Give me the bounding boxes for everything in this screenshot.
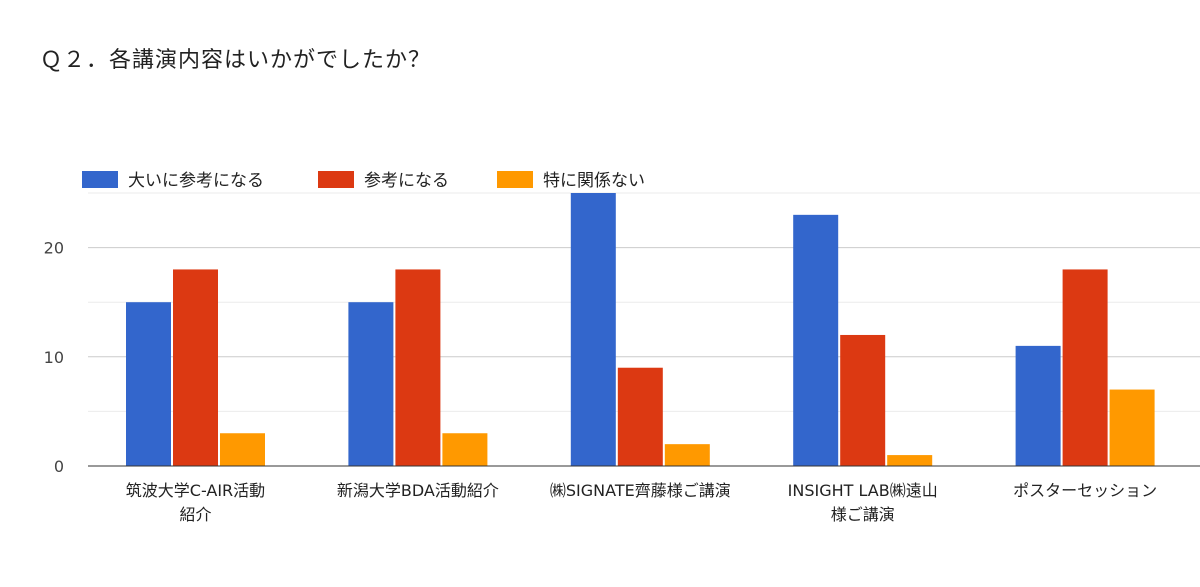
x-category-label-line: 紹介	[179, 505, 211, 524]
bar-2-1[interactable]	[173, 269, 218, 466]
grid-lines	[88, 192, 1200, 412]
x-category-label: 新潟大学BDA活動紹介	[337, 481, 499, 500]
legend: 大いに参考になる 参考になる 特に関係ない	[82, 171, 645, 191]
bar-3-4[interactable]	[887, 455, 933, 466]
x-category-label-line: 新潟大学BDA活動紹介	[337, 481, 499, 500]
legend-label-2: 参考になる	[364, 171, 449, 191]
bar-3-3[interactable]	[664, 444, 710, 466]
x-category-label-line: INSIGHT LAB㈱遠山	[788, 481, 938, 500]
bar-1-4[interactable]	[793, 214, 839, 466]
bar-3-5[interactable]	[1109, 389, 1155, 466]
bar-1-1[interactable]	[126, 302, 171, 466]
legend-label-1: 大いに参考になる	[128, 171, 264, 191]
axes: 0 10 20 筑波大学C-AIR活動紹介 新潟大学BDA活動紹介 ㈱SIGNATE齊藤様…	[44, 239, 1200, 524]
x-category-label-line: ポスターセッション	[1013, 481, 1157, 500]
bar-2-5[interactable]	[1062, 269, 1108, 466]
legend-swatch-3	[497, 171, 533, 188]
x-category-label-line: ㈱SIGNATE齊藤様ご講演	[550, 481, 731, 500]
bars	[126, 193, 1155, 466]
bar-2-2[interactable]	[395, 269, 441, 466]
x-category-label: ポスターセッション	[1013, 481, 1157, 500]
bar-2-4[interactable]	[840, 334, 886, 466]
bar-1-5[interactable]	[1015, 345, 1061, 466]
bar-3-1[interactable]	[220, 433, 265, 466]
x-category-label-line: 様ご講演	[831, 505, 895, 524]
y-tick-label: 20	[44, 239, 64, 258]
x-category-label: INSIGHT LAB㈱遠山様ご講演	[788, 481, 938, 524]
legend-swatch-1	[82, 171, 118, 188]
bar-1-3[interactable]	[570, 193, 616, 466]
x-category-label-line: 筑波大学C-AIR活動	[126, 481, 265, 500]
y-tick-label: 10	[44, 348, 64, 367]
legend-label-3: 特に関係ない	[543, 171, 645, 191]
bar-2-3[interactable]	[617, 367, 663, 466]
y-tick-label: 0	[54, 457, 64, 476]
legend-swatch-2	[318, 171, 354, 188]
chart-title: Ｑ２．各講演内容はいかがでしたか？	[40, 48, 432, 73]
x-category-label: ㈱SIGNATE齊藤様ご講演	[550, 481, 731, 500]
x-category-label: 筑波大学C-AIR活動紹介	[126, 481, 265, 524]
bar-3-2[interactable]	[442, 433, 488, 466]
bar-1-2[interactable]	[348, 302, 394, 466]
